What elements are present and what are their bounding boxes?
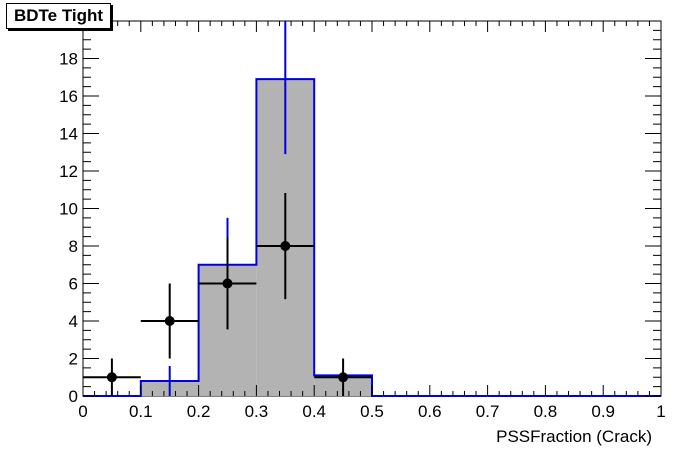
x-tick-label: 0.8 [534,402,558,421]
y-tick-label: 6 [69,275,78,294]
y-tick-label: 16 [59,87,78,106]
data-point [338,372,349,383]
x-tick-label: 0.5 [360,402,384,421]
x-tick-label: 0.1 [129,402,153,421]
y-tick-label: 14 [59,125,78,144]
x-tick-labels: 0 0.1 0.2 0.3 0.4 0.5 0.6 0.7 0.8 0.9 1 [78,402,665,421]
x-tick-label: 0.4 [302,402,326,421]
x-axis-label: PSSFraction (Crack) [496,427,652,446]
x-tick-label: 0.7 [476,402,500,421]
y-tick-label: 10 [59,200,78,219]
y-tick-label: 0 [69,387,78,406]
x-tick-label: 0.2 [187,402,211,421]
y-tick-label: 18 [59,50,78,69]
x-tick-label: 0.9 [591,402,615,421]
y-tick-label: 8 [69,237,78,256]
data-point [280,241,291,251]
data-point [106,372,117,383]
x-tick-label: 0.3 [245,402,269,421]
chart-title: BDTe Tight [6,3,112,29]
y-tick-label: 2 [69,350,78,369]
x-tick-label: 1 [656,402,665,421]
data-points-layer [83,192,372,396]
data-point [222,278,233,289]
x-tick-label: 0 [78,402,87,421]
data-point [164,316,175,326]
y-tick-label: 12 [59,162,78,181]
histogram-layer [83,21,661,397]
y-tick-label: 4 [69,312,78,331]
y-tick-labels: 02468101214161820 [59,12,78,406]
x-tick-label: 0.6 [418,402,442,421]
